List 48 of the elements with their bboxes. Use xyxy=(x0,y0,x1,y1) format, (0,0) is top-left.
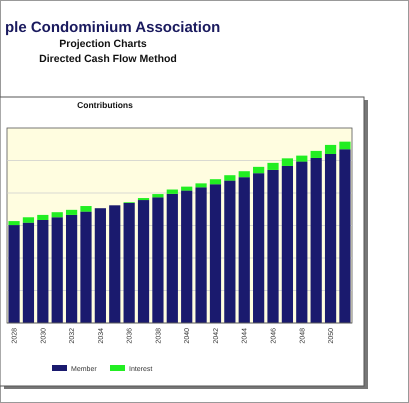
bar xyxy=(152,194,164,198)
bar xyxy=(22,217,34,223)
bar xyxy=(224,180,236,323)
bar xyxy=(282,158,294,166)
bar xyxy=(52,217,63,323)
bar xyxy=(210,184,222,323)
bar xyxy=(238,171,250,178)
chart-title: Contributions xyxy=(77,100,134,110)
bar xyxy=(267,162,279,170)
bar xyxy=(80,212,92,323)
bar xyxy=(138,200,150,323)
bar xyxy=(94,208,106,323)
bar xyxy=(181,190,192,323)
bar xyxy=(8,225,20,323)
bar xyxy=(195,187,207,323)
bar xyxy=(22,222,34,323)
bar xyxy=(210,179,222,184)
bar xyxy=(296,156,308,162)
bar xyxy=(324,144,336,154)
bar xyxy=(37,220,48,323)
bar xyxy=(109,205,120,323)
bar xyxy=(238,177,250,323)
bar xyxy=(152,197,164,323)
bar xyxy=(181,186,192,191)
bar xyxy=(66,214,78,323)
bar xyxy=(310,158,322,323)
text: ple Condominium Association xyxy=(5,19,220,36)
bar xyxy=(66,210,78,215)
bar xyxy=(267,170,279,323)
bar xyxy=(124,202,135,323)
bar xyxy=(296,162,308,323)
bar xyxy=(339,149,351,323)
bar xyxy=(80,206,92,212)
bar xyxy=(310,150,322,158)
bar xyxy=(339,142,351,150)
bar xyxy=(195,183,207,188)
bar xyxy=(224,175,236,181)
text: Projection Charts xyxy=(59,38,147,50)
text: Directed Cash Flow Method xyxy=(39,53,177,65)
bar xyxy=(253,173,264,323)
bar xyxy=(166,194,178,323)
bar xyxy=(282,166,294,323)
bar xyxy=(52,212,63,218)
bar xyxy=(166,190,178,194)
bar xyxy=(8,221,20,226)
bar xyxy=(253,166,264,174)
bar xyxy=(324,154,336,323)
bar xyxy=(37,214,48,220)
